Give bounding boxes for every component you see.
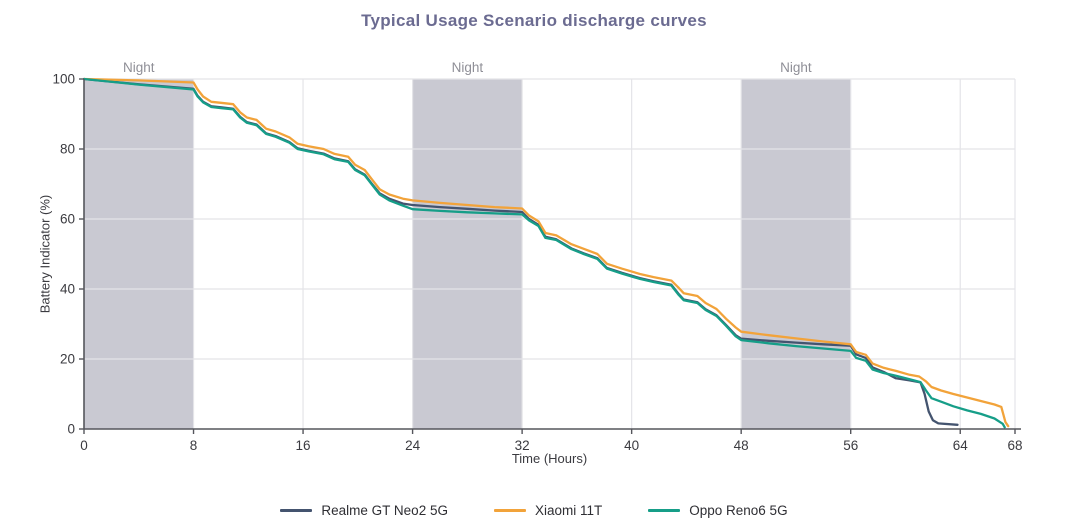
y-tick-label: 60 <box>60 212 75 227</box>
night-band-label: Night <box>780 60 812 75</box>
y-tick-label: 40 <box>60 282 75 297</box>
y-tick-label: 0 <box>67 422 75 437</box>
series-line-oppo-reno6-5g <box>82 77 1006 429</box>
x-tick-label: 64 <box>953 438 969 453</box>
y-tick-label: 20 <box>60 352 75 367</box>
x-tick-label: 68 <box>1007 438 1022 453</box>
chart-title: Typical Usage Scenario discharge curves <box>361 11 707 30</box>
legend-line-swatch <box>493 509 526 512</box>
night-band-label: Night <box>123 60 155 75</box>
y-tick-label: 80 <box>60 142 75 157</box>
legend-line-swatch <box>280 509 313 512</box>
x-tick-label: 48 <box>734 438 749 453</box>
x-tick-label: 40 <box>624 438 639 453</box>
night-band-label: Night <box>452 60 484 75</box>
night-band <box>741 79 851 429</box>
legend-label: Realme GT Neo2 5G <box>321 503 448 518</box>
y-axis-label: Battery Indicator (%) <box>37 194 53 314</box>
x-tick-label: 16 <box>296 438 311 453</box>
x-tick-label: 8 <box>190 438 198 453</box>
legend-entry-realme-gt-neo2-5g: Realme GT Neo2 5G <box>280 503 448 518</box>
x-tick-label: 0 <box>80 438 88 453</box>
night-band <box>412 79 523 429</box>
x-tick-label: 32 <box>515 438 530 453</box>
legend-entry-xiaomi-11t: Xiaomi 11T <box>493 503 603 518</box>
legend-label: Xiaomi 11T <box>534 503 603 518</box>
legend-entry-oppo-reno6-5g: Oppo Reno6 5G <box>648 503 788 518</box>
x-tick-label: 56 <box>843 438 858 453</box>
x-axis-label: Time (Hours) <box>511 451 588 466</box>
legend-label: Oppo Reno6 5G <box>689 503 788 518</box>
series-line-xiaomi-11t <box>82 77 1010 428</box>
night-band <box>84 79 194 429</box>
legend-line-swatch <box>648 509 681 512</box>
x-tick-label: 24 <box>405 438 421 453</box>
y-tick-label: 100 <box>52 72 75 87</box>
legend: Realme GT Neo2 5G Xiaomi 11T Oppo Reno6 … <box>0 503 1068 518</box>
